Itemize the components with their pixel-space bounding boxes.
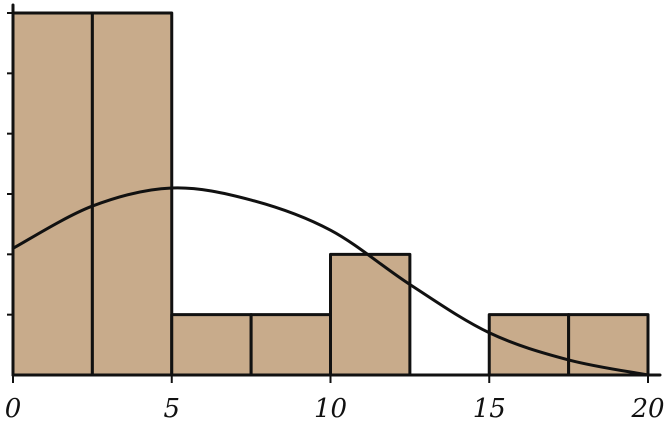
tick-layer: 0 5 10 15 20 (5, 12, 665, 424)
histogram-bar-7 (487, 313, 571, 377)
bars-layer (11, 11, 650, 377)
curve-layer (11, 186, 650, 377)
histogram-bar-5 (329, 252, 412, 377)
histogram-bar-4 (249, 313, 332, 377)
x-tick-label-15: 15 (473, 394, 506, 424)
histogram-bar-8 (567, 313, 650, 377)
axis-layer (11, 3, 662, 377)
x-tick-label-20: 20 (630, 394, 664, 424)
density-curve (11, 186, 650, 377)
x-tick-label-10: 10 (314, 394, 347, 424)
x-tick-label-5: 5 (163, 394, 180, 424)
histogram-bar-3 (170, 313, 253, 377)
histogram-bar-1 (11, 11, 94, 377)
x-tick-label-0: 0 (5, 394, 22, 424)
